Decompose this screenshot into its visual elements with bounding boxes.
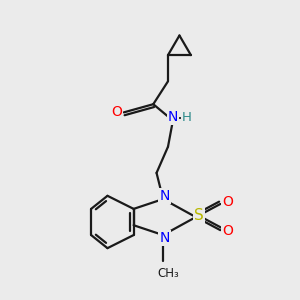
Text: O: O — [222, 195, 233, 209]
Text: H: H — [182, 111, 192, 124]
Text: O: O — [222, 224, 233, 238]
Text: N: N — [160, 231, 170, 245]
Text: N: N — [160, 189, 170, 203]
Text: O: O — [111, 105, 122, 119]
Text: CH₃: CH₃ — [157, 267, 179, 280]
Text: S: S — [194, 208, 204, 223]
Text: N: N — [168, 110, 178, 124]
